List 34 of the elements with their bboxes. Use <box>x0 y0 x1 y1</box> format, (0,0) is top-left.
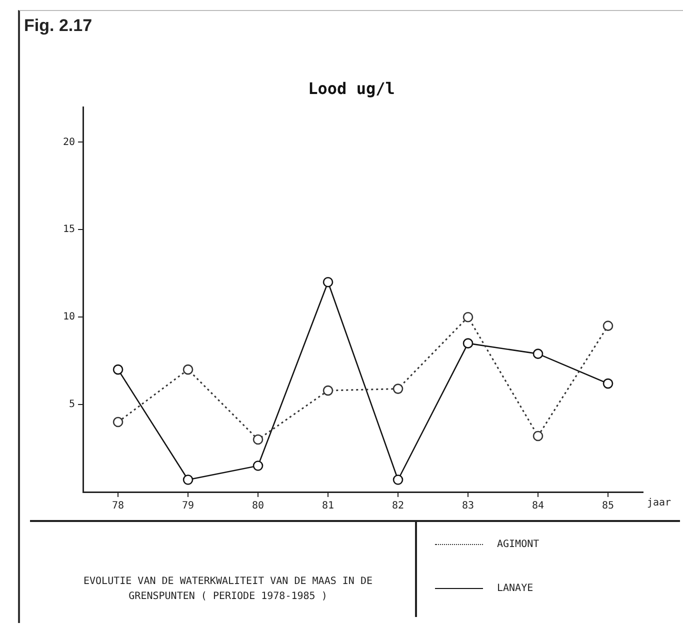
point <box>252 460 264 471</box>
y-tick-label: 15 <box>62 224 76 236</box>
x-tick-label: 81 <box>322 500 334 512</box>
point <box>532 430 544 442</box>
point <box>532 348 544 359</box>
text: EVOLUTIE VAN DE WATERKWALITEIT VAN DE MAAS IN DE GRENSPUNTEN ( PERIODE 1978-1985 ) <box>82 575 374 604</box>
y-tick-label: 10 <box>62 312 76 323</box>
point <box>462 312 474 322</box>
point <box>182 474 194 485</box>
point <box>112 364 124 375</box>
point <box>462 338 474 348</box>
y-tick-label: 20 <box>62 136 76 148</box>
x-tick-label: 82 <box>392 500 404 512</box>
legend-label: LANAYE <box>497 582 534 594</box>
point <box>112 416 124 428</box>
point <box>602 378 614 389</box>
x-tick-label: 78 <box>112 500 124 512</box>
point <box>392 474 404 485</box>
point <box>322 385 334 396</box>
y-tick-label: 5 <box>69 399 76 410</box>
x-tick-label: 84 <box>532 500 544 512</box>
x-tick-label: 85 <box>602 500 614 512</box>
x-axis-title: jaar <box>647 498 672 509</box>
point <box>392 384 404 394</box>
x-tick-label: 79 <box>182 500 194 512</box>
chart-subtitle: Lood ug/l <box>308 78 395 98</box>
point <box>182 364 194 375</box>
chart-title: Fig. 2.17 <box>24 16 92 36</box>
point <box>252 434 264 445</box>
x-tick-label: 80 <box>252 500 264 512</box>
point <box>602 320 614 331</box>
legend-label: AGIMONT <box>497 538 540 550</box>
x-tick-label: 83 <box>462 500 474 512</box>
point <box>322 276 334 288</box>
